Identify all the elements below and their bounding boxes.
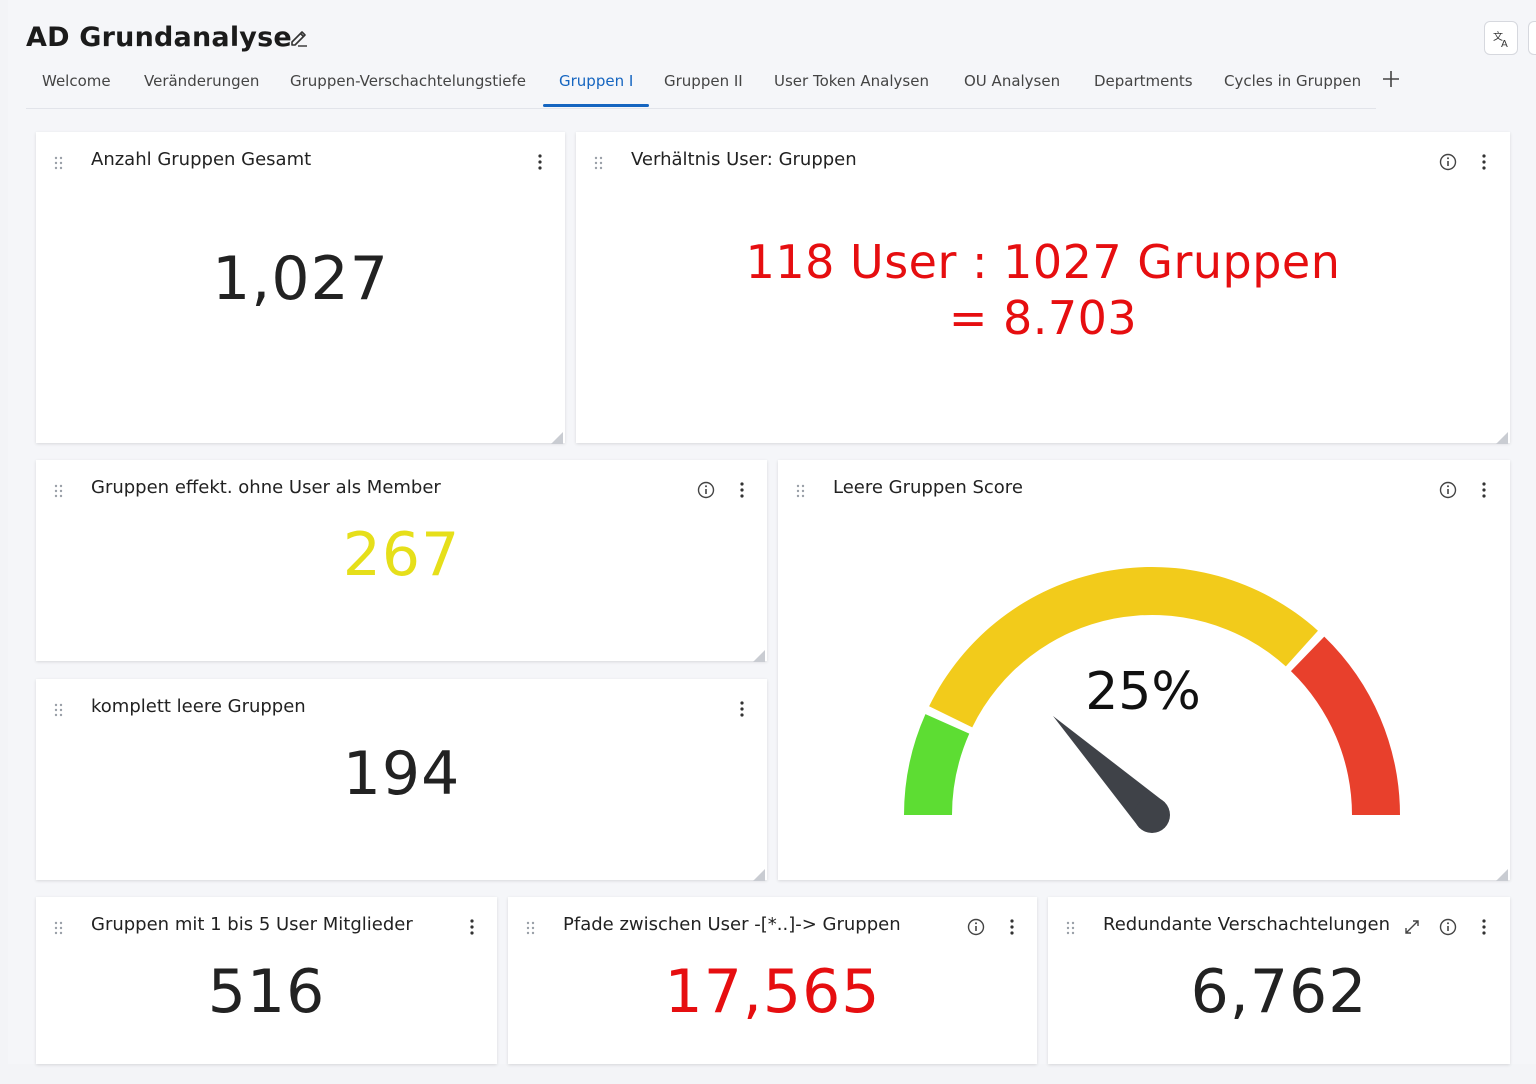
widget-no-user-members: Gruppen effekt. ohne User als Member 267 — [36, 460, 767, 662]
widget-title: Verhältnis User: Gruppen — [631, 149, 857, 170]
info-icon[interactable] — [696, 480, 716, 500]
tab-cycles-in-gruppen[interactable]: Cycles in Gruppen — [1224, 72, 1362, 90]
tab-welcome[interactable]: Welcome — [42, 72, 111, 90]
gauge-segment-red — [1290, 636, 1400, 815]
info-icon[interactable] — [1438, 480, 1458, 500]
widget-ratio: Verhältnis User: Gruppen 118 User : 1027… — [576, 132, 1510, 444]
drag-handle-icon[interactable] — [54, 920, 64, 939]
widget-empty-score: Leere Gruppen Score 25% — [778, 460, 1510, 881]
widget-title: Pfade zwischen User -[*..]-> Gruppen — [563, 914, 901, 935]
kpi-value: 516 — [207, 957, 326, 1027]
drag-handle-icon[interactable] — [796, 483, 806, 502]
widget-title: Leere Gruppen Score — [833, 477, 1023, 498]
widget-empty-groups: komplett leere Gruppen 194 — [36, 679, 767, 881]
more-header-button[interactable] — [1528, 21, 1536, 55]
widget-redundant: Redundante Verschachtelungen 6,762 — [1048, 897, 1510, 1064]
widget-title: komplett leere Gruppen — [91, 696, 306, 717]
tab-gruppen-1[interactable]: Gruppen I — [559, 72, 634, 90]
ratio-line-1: 118 User : 1027 Gruppen — [745, 235, 1341, 289]
info-icon[interactable] — [966, 917, 986, 937]
active-tab-indicator — [543, 104, 649, 107]
tab-user-token-analysen[interactable]: User Token Analysen — [774, 72, 929, 90]
widget-paths: Pfade zwischen User -[*..]-> Gruppen 17,… — [508, 897, 1037, 1064]
kebab-menu-icon[interactable] — [464, 916, 480, 938]
expand-icon[interactable] — [1402, 917, 1422, 937]
kebab-menu-icon[interactable] — [734, 479, 750, 501]
kpi-value: 17,565 — [664, 957, 881, 1027]
gauge-needle — [1053, 716, 1165, 828]
drag-handle-icon[interactable] — [54, 702, 64, 721]
pencil-icon[interactable] — [288, 28, 310, 50]
ratio-line-2: = 8.703 — [948, 291, 1138, 345]
plus-icon[interactable] — [1380, 68, 1402, 90]
gauge-segment-yellow — [929, 567, 1318, 728]
kpi-value: 194 — [342, 739, 461, 809]
tab-gruppen-verschachtelungstiefe[interactable]: Gruppen-Verschachtelungstiefe — [290, 72, 527, 90]
svg-text:文: 文 — [1493, 30, 1503, 43]
drag-handle-icon[interactable] — [54, 155, 64, 174]
kebab-menu-icon[interactable] — [734, 698, 750, 720]
kpi-value: 267 — [342, 520, 461, 590]
kebab-menu-icon[interactable] — [1476, 916, 1492, 938]
svg-text:A: A — [1501, 39, 1508, 49]
widget-title: Gruppen mit 1 bis 5 User Mitglieder — [91, 914, 413, 935]
drag-handle-icon[interactable] — [1066, 920, 1076, 939]
kebab-menu-icon[interactable] — [1004, 916, 1020, 938]
kpi-value: 1,027 — [212, 244, 389, 314]
kpi-value: 6,762 — [1190, 957, 1368, 1027]
widget-title: Redundante Verschachtelungen — [1103, 914, 1390, 935]
gauge-value: 25% — [1085, 662, 1201, 722]
kebab-menu-icon[interactable] — [1476, 151, 1492, 173]
resize-handle-icon[interactable] — [1496, 429, 1508, 444]
tab-bar: Welcome Veränderungen Gruppen-Verschacht… — [26, 62, 1376, 109]
resize-handle-icon[interactable] — [551, 429, 563, 444]
widget-title: Anzahl Gruppen Gesamt — [91, 149, 312, 170]
resize-handle-icon[interactable] — [753, 647, 765, 662]
tab-gruppen-2[interactable]: Gruppen II — [664, 72, 743, 90]
gauge-needle-hub — [1134, 797, 1170, 833]
drag-handle-icon[interactable] — [526, 920, 536, 939]
kebab-menu-icon[interactable] — [532, 151, 548, 173]
gauge-chart — [904, 567, 1400, 833]
drag-handle-icon[interactable] — [594, 155, 604, 174]
tab-veraenderungen[interactable]: Veränderungen — [144, 72, 260, 90]
gauge-segment-green — [904, 714, 970, 815]
kebab-menu-icon[interactable] — [1476, 479, 1492, 501]
page-title: AD Grundanalyse — [26, 22, 292, 53]
info-icon[interactable] — [1438, 917, 1458, 937]
resize-handle-icon[interactable] — [1496, 866, 1508, 881]
tab-ou-analysen[interactable]: OU Analysen — [964, 72, 1061, 90]
tab-departments[interactable]: Departments — [1094, 72, 1193, 90]
widget-title: Gruppen effekt. ohne User als Member — [91, 477, 441, 498]
widget-small-groups: Gruppen mit 1 bis 5 User Mitglieder 516 — [36, 897, 497, 1064]
widget-total-groups: Anzahl Gruppen Gesamt 1,027 — [36, 132, 565, 444]
info-icon[interactable] — [1438, 152, 1458, 172]
resize-handle-icon[interactable] — [753, 866, 765, 881]
drag-handle-icon[interactable] — [54, 483, 64, 502]
